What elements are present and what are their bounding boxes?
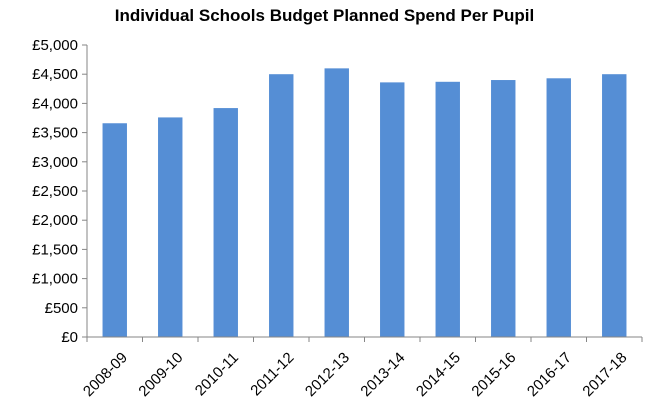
y-axis: £0 £500 £1,000 £1,500 £2,000 £2,500 £3,000 £3,5…	[32, 37, 88, 346]
y-tick-label: £3,000	[32, 154, 78, 171]
bar-2014-15	[435, 81, 460, 338]
y-tick-label: £5,000	[32, 37, 78, 54]
x-axis: 2008-09 2009-10 2010-11 2011-12 2012-13 2013-…	[80, 336, 643, 400]
bar-2015-16	[491, 80, 516, 337]
bar-2017-18	[602, 74, 627, 337]
x-tick-label: 2010-11	[192, 349, 242, 399]
bar-2011-12	[269, 74, 294, 337]
x-tick-label: 2013-14	[357, 349, 408, 400]
x-tick-label: 2016-17	[524, 349, 575, 400]
y-tick-label: £0	[61, 329, 78, 346]
bar-2012-13	[324, 68, 349, 338]
y-tick-label: £2,500	[32, 183, 78, 200]
x-tick-label: 2008-09	[80, 349, 131, 400]
x-tick-label: 2011-12	[247, 349, 297, 399]
bars	[102, 68, 627, 338]
y-tick-label: £4,500	[32, 66, 78, 83]
y-tick-label: £3,500	[32, 125, 78, 142]
x-tick-label: 2014-15	[413, 349, 464, 400]
bar-2016-17	[546, 78, 571, 338]
y-tick-label: £1,500	[32, 241, 78, 258]
x-tick-label: 2015-16	[468, 349, 519, 400]
bar-2010-11	[213, 108, 238, 338]
x-tick-label: 2017-18	[579, 349, 630, 400]
chart-title: Individual Schools Budget Planned Spend …	[114, 6, 535, 25]
x-tick-label: 2012-13	[302, 349, 353, 400]
bar-2008-09	[102, 123, 127, 337]
y-tick-label: £2,000	[32, 212, 78, 229]
x-tick-label: 2009-10	[135, 349, 186, 400]
y-tick-label: £4,000	[32, 95, 78, 112]
y-tick-label: £500	[45, 300, 78, 317]
bar-2013-14	[380, 82, 405, 337]
bar-2009-10	[158, 117, 183, 337]
y-tick-label: £1,000	[32, 271, 78, 288]
